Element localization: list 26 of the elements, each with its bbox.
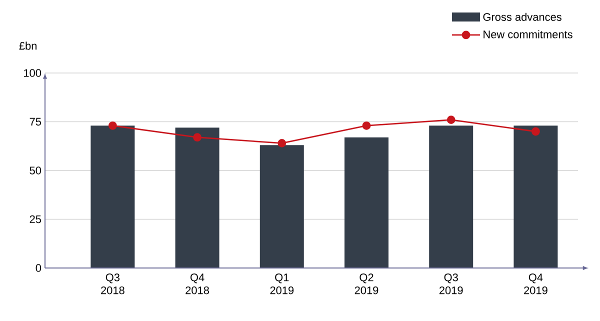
bar xyxy=(260,145,304,268)
bar xyxy=(175,128,220,268)
bar xyxy=(429,126,474,268)
point xyxy=(446,116,456,124)
y-tick-label: 50 xyxy=(30,166,42,174)
y-tick-label: 0 xyxy=(36,264,42,272)
x-tick-label: Q2 2019 xyxy=(354,274,378,294)
point xyxy=(108,121,117,130)
x-tick-label: Q4 2019 xyxy=(524,274,548,294)
x-tick-label: Q1 2019 xyxy=(270,274,294,294)
point xyxy=(193,133,202,142)
bar xyxy=(344,137,388,268)
x-tick-label: Q4 2018 xyxy=(186,274,209,294)
y-tick-label: 75 xyxy=(30,118,42,126)
bar xyxy=(514,126,558,268)
legend-label: New commitments xyxy=(484,30,572,38)
y-axis-title: £bn xyxy=(19,42,36,50)
bar xyxy=(90,126,135,268)
x-tick-label: Q3 2019 xyxy=(439,274,463,294)
x-tick-label: Q3 2018 xyxy=(101,274,124,294)
y-tick-label: 100 xyxy=(24,69,42,77)
point xyxy=(532,127,540,136)
legend-label: Gross advances xyxy=(483,12,562,21)
y-tick-label: 25 xyxy=(30,215,42,224)
point xyxy=(278,139,286,148)
point xyxy=(362,121,371,130)
